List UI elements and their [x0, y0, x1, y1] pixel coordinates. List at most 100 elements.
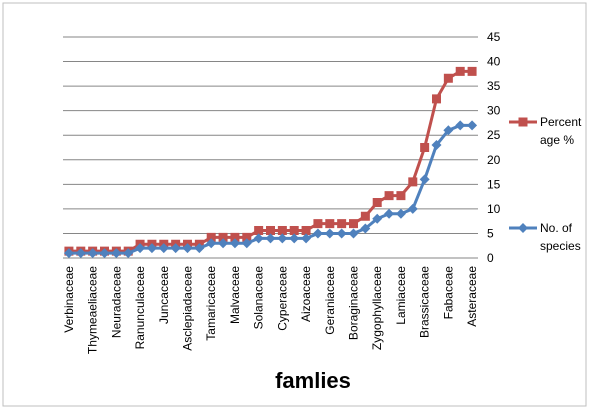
- x-tick-label: Juncaceae: [157, 266, 171, 324]
- x-tick-label: Geraniaceae: [323, 266, 337, 335]
- x-tick-label: Asclepiadaceae: [181, 266, 195, 351]
- data-point: [242, 232, 252, 242]
- data-point: [206, 232, 216, 242]
- data-point: [194, 243, 205, 254]
- legend-marker: [518, 223, 528, 233]
- x-axis-title: famlies: [275, 368, 351, 393]
- y-tick-label: 25: [487, 128, 501, 142]
- x-tick-label: Ranunculaceae: [133, 266, 147, 350]
- legend-label: species: [540, 239, 581, 253]
- data-point: [266, 225, 275, 235]
- data-point: [348, 228, 359, 239]
- data-point: [325, 219, 335, 229]
- data-point: [277, 233, 288, 244]
- data-point: [99, 248, 110, 259]
- data-point: [396, 191, 406, 201]
- data-point: [324, 228, 335, 239]
- x-tick-label: Neuradaceae: [109, 266, 123, 338]
- data-point: [158, 243, 169, 254]
- data-point: [395, 208, 406, 219]
- data-point: [218, 238, 229, 249]
- data-point: [277, 225, 287, 235]
- x-tick-label: Thymeaeliaceae: [86, 266, 100, 354]
- data-point: [111, 248, 122, 259]
- x-tick-label: Aizoaceae: [299, 266, 313, 322]
- data-point: [360, 211, 370, 221]
- data-point: [455, 120, 466, 131]
- data-point: [372, 213, 383, 224]
- y-tick-label: 35: [487, 79, 501, 93]
- legend-label: No. of: [540, 221, 573, 235]
- data-point: [431, 140, 442, 151]
- data-point: [289, 233, 300, 244]
- data-point: [289, 225, 299, 235]
- data-point: [206, 238, 217, 249]
- data-point: [253, 233, 264, 244]
- data-point: [135, 243, 146, 254]
- data-point: [301, 233, 312, 244]
- y-tick-label: 40: [487, 55, 501, 69]
- x-tick-label: Fabaceae: [441, 266, 455, 320]
- data-point: [87, 248, 98, 259]
- data-point: [467, 120, 478, 131]
- data-point: [312, 228, 323, 239]
- series-layer: [63, 66, 478, 259]
- data-point: [455, 66, 465, 76]
- y-tick-label: 45: [487, 30, 501, 44]
- x-tick-label: Lamiaceae: [394, 266, 408, 325]
- y-tick-label: 0: [487, 251, 494, 265]
- data-point: [443, 73, 453, 83]
- y-tick-label: 15: [487, 177, 501, 191]
- data-point: [360, 223, 371, 234]
- data-point: [407, 203, 418, 214]
- y-tick-label: 30: [487, 104, 501, 118]
- y-axis-labels: 0 5 10 15 20 25 30 35 40 45: [487, 30, 501, 265]
- data-point: [254, 225, 264, 235]
- x-axis-labels: Verbinaceae Thymeaeliaceae Neuradaceae Ranu…: [62, 266, 479, 354]
- data-point: [337, 219, 347, 229]
- data-point: [218, 232, 228, 242]
- data-point: [432, 94, 441, 104]
- y-tick-label: 10: [487, 202, 501, 216]
- legend: Percent age % No. of species: [509, 115, 582, 253]
- legend-marker: [518, 117, 528, 127]
- x-tick-label: Zygophyllaceae: [370, 266, 384, 350]
- data-point: [419, 174, 430, 185]
- x-tick-label: Asteraceae: [465, 266, 479, 327]
- x-tick-label: Tamaricaceae: [204, 266, 218, 341]
- legend-entry: No. of species: [509, 221, 581, 253]
- x-tick-label: Cyperaceae: [275, 266, 289, 331]
- data-point: [170, 243, 181, 254]
- data-point: [313, 219, 323, 229]
- gridlines: [63, 36, 478, 259]
- data-point: [230, 232, 240, 242]
- data-point: [146, 243, 157, 254]
- x-tick-label: Brassicaceae: [418, 266, 432, 338]
- data-point: [241, 238, 252, 249]
- x-tick-label: Malvaceae: [228, 266, 242, 324]
- y-tick-label: 5: [487, 226, 494, 240]
- chart-frame: [2, 2, 587, 407]
- data-point: [467, 66, 477, 76]
- data-point: [229, 238, 240, 249]
- data-point: [384, 191, 394, 201]
- data-point: [336, 228, 347, 239]
- data-point: [349, 219, 358, 229]
- data-point: [63, 248, 74, 259]
- data-point: [123, 248, 134, 259]
- data-point: [372, 198, 382, 208]
- data-point: [408, 177, 418, 187]
- data-point: [384, 208, 395, 219]
- data-point: [265, 233, 276, 244]
- series-species-count: [63, 120, 478, 259]
- data-point: [443, 125, 454, 136]
- x-tick-label: Verbinaceae: [62, 266, 76, 333]
- data-point: [75, 248, 86, 259]
- legend-label: age %: [540, 133, 574, 147]
- legend-entry: Percent age %: [509, 115, 582, 147]
- y-tick-label: 20: [487, 153, 501, 167]
- data-point: [301, 225, 311, 235]
- x-tick-label: Boraginaceae: [347, 266, 361, 340]
